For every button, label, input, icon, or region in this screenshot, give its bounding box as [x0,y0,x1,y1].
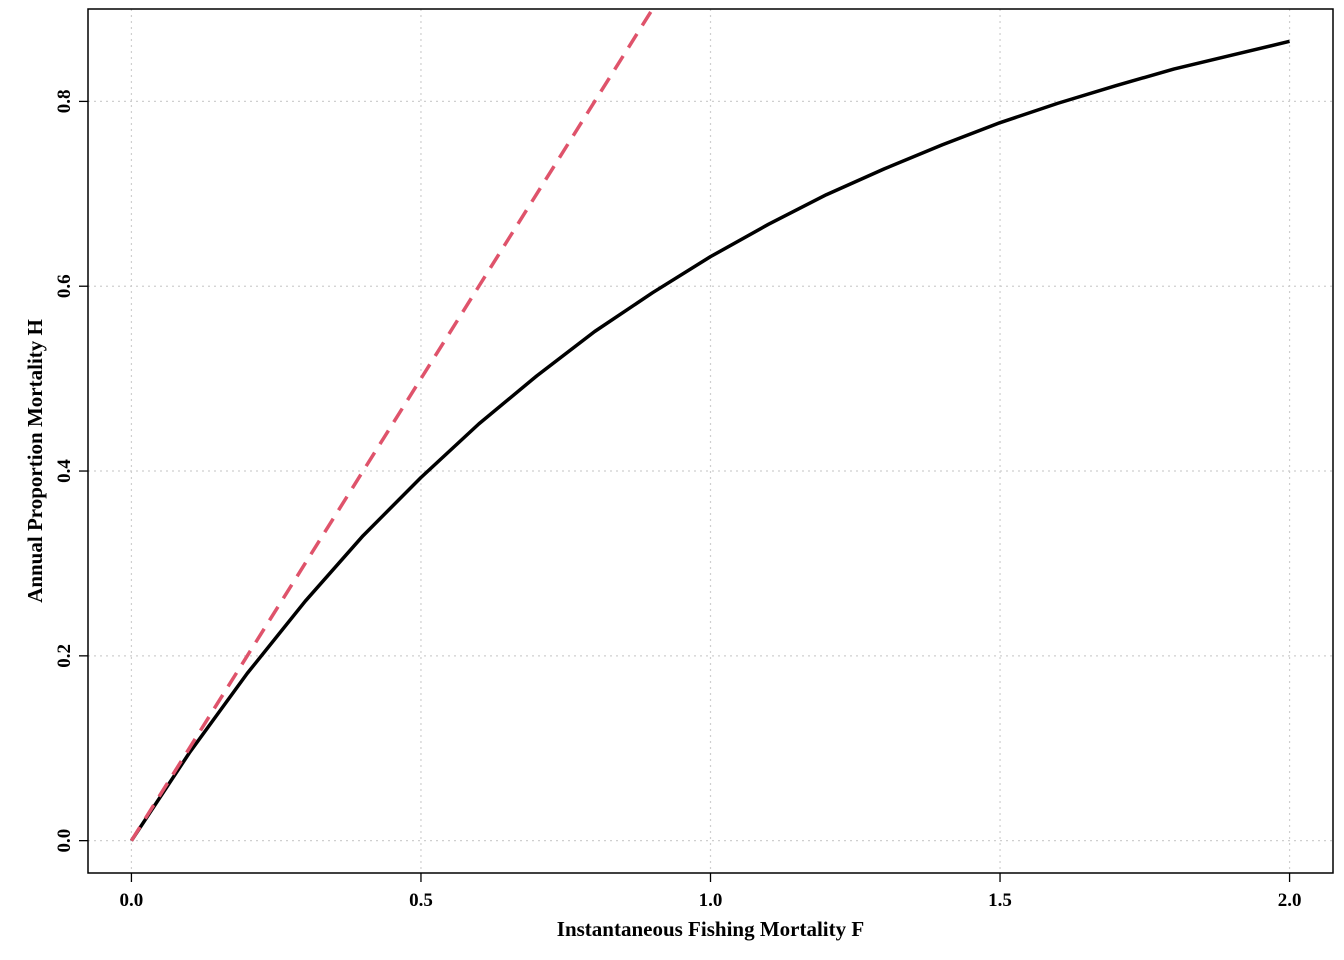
y-axis: 0.0 0.2 0.4 0.6 0.8 [54,90,88,853]
y-axis-title: Annual Proportion Mortality H [23,319,47,603]
y-tick-label: 0.8 [54,90,75,114]
y-tick-label: 0.0 [54,829,75,853]
y-tick-label: 0.2 [54,644,75,668]
y-tick-label: 0.6 [54,274,75,298]
series-line-solid [129,39,1290,842]
grid-lines [88,9,1333,873]
x-axis: 0.0 0.5 1.0 1.5 2.0 [120,873,1302,911]
x-tick-label: 1.5 [988,890,1012,911]
series-line-dashed [129,9,655,842]
x-tick-label: 0.0 [120,890,144,911]
series-lines [129,9,1290,842]
y-tick-label: 0.4 [54,459,75,483]
x-tick-label: 1.0 [699,890,723,911]
x-tick-label: 2.0 [1278,890,1302,911]
x-axis-title: Instantaneous Fishing Mortality F [557,917,864,941]
x-tick-label: 0.5 [409,890,433,911]
